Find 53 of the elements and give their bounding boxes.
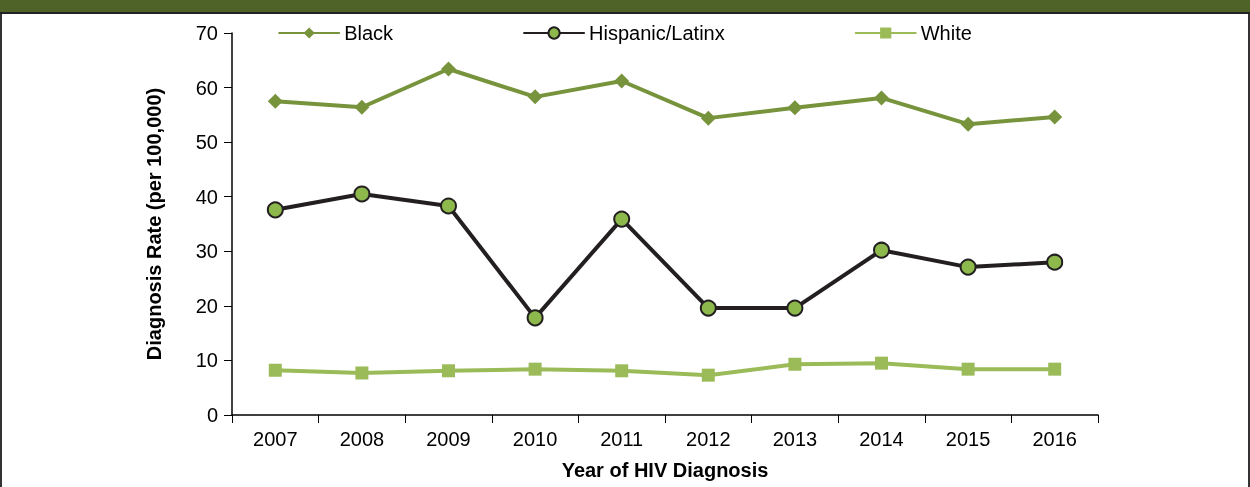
y-tick-label: 70 bbox=[195, 22, 218, 44]
y-tick-label: 50 bbox=[195, 131, 218, 154]
point bbox=[528, 362, 542, 376]
x-tick-label: 2010 bbox=[512, 428, 558, 450]
legend-label: White bbox=[920, 22, 972, 44]
y-tick-label: 40 bbox=[195, 185, 218, 208]
x-tick-label: 2016 bbox=[1032, 428, 1077, 450]
point bbox=[699, 299, 717, 317]
point bbox=[959, 258, 977, 276]
x-tick-label: 2012 bbox=[686, 428, 731, 450]
point bbox=[353, 185, 371, 203]
point bbox=[267, 93, 283, 109]
point bbox=[1048, 362, 1062, 376]
point bbox=[787, 100, 803, 116]
y-axis-title: Diagnosis Rate (per 100,000) bbox=[143, 87, 165, 361]
x-tick-label: 2011 bbox=[600, 428, 644, 450]
x-tick-label: 2009 bbox=[426, 428, 471, 450]
x-axis-title: Year of HIV Diagnosis bbox=[561, 459, 769, 481]
point bbox=[1046, 253, 1064, 271]
point bbox=[526, 309, 544, 327]
y-tick-label: 60 bbox=[195, 76, 218, 99]
point bbox=[266, 201, 284, 219]
point bbox=[701, 368, 715, 382]
point bbox=[355, 366, 369, 380]
y-tick-label: 30 bbox=[195, 240, 218, 263]
point bbox=[268, 363, 282, 377]
y-tick-label: 10 bbox=[195, 349, 218, 372]
point bbox=[614, 73, 630, 89]
x-tick-label: 2007 bbox=[253, 428, 298, 450]
point bbox=[527, 89, 543, 105]
point bbox=[442, 364, 455, 378]
point bbox=[960, 116, 976, 132]
point bbox=[441, 61, 456, 77]
point bbox=[615, 364, 629, 378]
x-tick-label: 2014 bbox=[859, 428, 904, 450]
legend-label: Black bbox=[344, 22, 395, 44]
x-tick-label: 2013 bbox=[772, 428, 818, 450]
x-tick-label: 2015 bbox=[945, 428, 991, 450]
point bbox=[873, 241, 890, 259]
point bbox=[700, 110, 716, 126]
point bbox=[354, 99, 370, 115]
x-tick-label: 2008 bbox=[339, 428, 385, 450]
point bbox=[874, 90, 889, 106]
point bbox=[786, 299, 804, 317]
y-tick-label: 0 bbox=[206, 404, 218, 426]
point bbox=[440, 197, 457, 215]
point bbox=[961, 362, 975, 376]
y-tick-label: 20 bbox=[195, 294, 218, 317]
point bbox=[1047, 109, 1063, 125]
point bbox=[875, 356, 888, 370]
point bbox=[788, 357, 802, 371]
point bbox=[613, 210, 631, 228]
legend-label: Hispanic/Latinx bbox=[589, 22, 725, 44]
